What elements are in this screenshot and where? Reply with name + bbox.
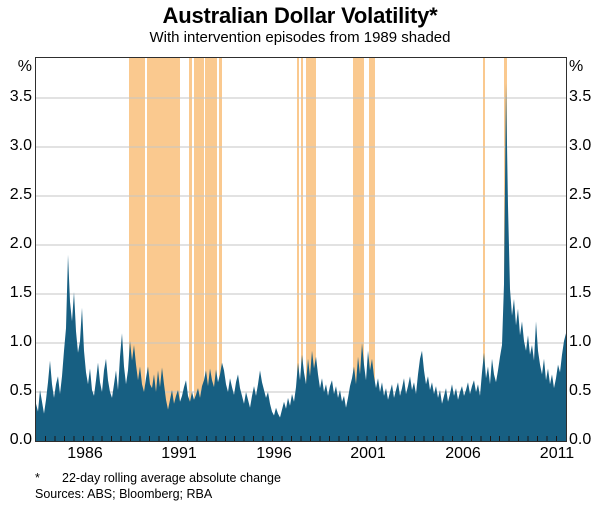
intervention-band bbox=[147, 58, 180, 441]
y-tick-label-left: 0.0 bbox=[9, 431, 32, 448]
x-tick-label: 1996 bbox=[256, 445, 292, 462]
volatility-series bbox=[36, 83, 566, 441]
y-tick-label-right: 1.5 bbox=[569, 284, 592, 301]
x-tick-label: 1986 bbox=[67, 445, 103, 462]
intervention-band bbox=[369, 58, 375, 441]
y-tick-label-left: 2.0 bbox=[9, 235, 32, 252]
intervention-band bbox=[301, 58, 303, 441]
y-tick-label-right: 0.5 bbox=[569, 382, 592, 399]
y-tick-label-left: 1.0 bbox=[9, 333, 32, 350]
footnote-marker: * bbox=[35, 471, 40, 485]
y-tick-label-right: 3.0 bbox=[569, 137, 592, 154]
plot-area bbox=[35, 57, 567, 442]
y-axis-unit-left: % bbox=[17, 58, 32, 75]
intervention-band bbox=[194, 58, 204, 441]
chart-subtitle: With intervention episodes from 1989 sha… bbox=[149, 29, 451, 46]
intervention-band bbox=[483, 58, 485, 441]
x-tick-label: 1991 bbox=[161, 445, 197, 462]
volatility-area-chart bbox=[36, 58, 566, 441]
y-tick-label-left: 3.5 bbox=[9, 88, 32, 105]
y-tick-label-left: 3.0 bbox=[9, 137, 32, 154]
y-tick-label-left: 1.5 bbox=[9, 284, 32, 301]
y-axis-unit-right: % bbox=[569, 58, 584, 75]
intervention-band bbox=[129, 58, 145, 441]
intervention-band bbox=[205, 58, 217, 441]
intervention-band bbox=[297, 58, 299, 441]
y-tick-label-right: 2.0 bbox=[569, 235, 592, 252]
sources-line: Sources: ABS; Bloomberg; RBA bbox=[35, 487, 213, 501]
y-tick-label-right: 3.5 bbox=[569, 88, 592, 105]
x-tick-label: 2006 bbox=[445, 445, 481, 462]
x-tick-label: 2001 bbox=[350, 445, 386, 462]
y-tick-label-right: 1.0 bbox=[569, 333, 592, 350]
intervention-band bbox=[189, 58, 192, 441]
intervention-band bbox=[353, 58, 364, 441]
x-tick-label: 2011 bbox=[539, 445, 575, 462]
y-tick-label-right: 2.5 bbox=[569, 186, 592, 203]
chart-title: Australian Dollar Volatility* bbox=[162, 3, 438, 28]
y-tick-label-left: 0.5 bbox=[9, 382, 32, 399]
intervention-band bbox=[306, 58, 316, 441]
footnote-text: 22-day rolling average absolute change bbox=[62, 471, 281, 485]
y-tick-label-left: 2.5 bbox=[9, 186, 32, 203]
y-tick-label-right: 0.0 bbox=[569, 431, 592, 448]
intervention-band bbox=[219, 58, 222, 441]
